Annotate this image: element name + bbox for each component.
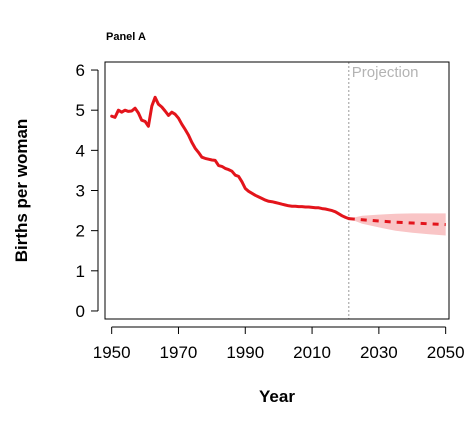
projection-band xyxy=(348,213,446,236)
y-tick-label: 3 xyxy=(76,182,85,201)
y-tick-label: 2 xyxy=(76,222,85,241)
projection-label: Projection xyxy=(352,64,419,81)
x-tick-label: 1950 xyxy=(93,343,131,362)
x-tick-label: 2050 xyxy=(427,343,465,362)
x-axis: 1950 1970 1990 2010 2030 2050 xyxy=(93,326,465,362)
x-tick-label: 2030 xyxy=(360,343,398,362)
y-tick-label: 0 xyxy=(76,302,85,321)
y-axis-label: Births per woman xyxy=(12,119,31,263)
x-tick-label: 1990 xyxy=(226,343,264,362)
y-tick-label: 1 xyxy=(76,262,85,281)
y-axis: 0 1 2 3 4 5 6 xyxy=(76,61,99,321)
x-tick-label: 1970 xyxy=(160,343,198,362)
x-axis-label: Year xyxy=(259,387,295,406)
plot-area xyxy=(104,61,450,320)
series-projected-line xyxy=(348,217,446,227)
y-tick-label: 6 xyxy=(76,61,85,80)
y-tick-label: 4 xyxy=(76,141,85,160)
plot-frame xyxy=(104,61,450,320)
y-tick-label: 5 xyxy=(76,101,85,120)
x-tick-label: 2010 xyxy=(293,343,331,362)
series-observed-line xyxy=(110,95,351,221)
panel-label: Panel A xyxy=(106,31,146,43)
